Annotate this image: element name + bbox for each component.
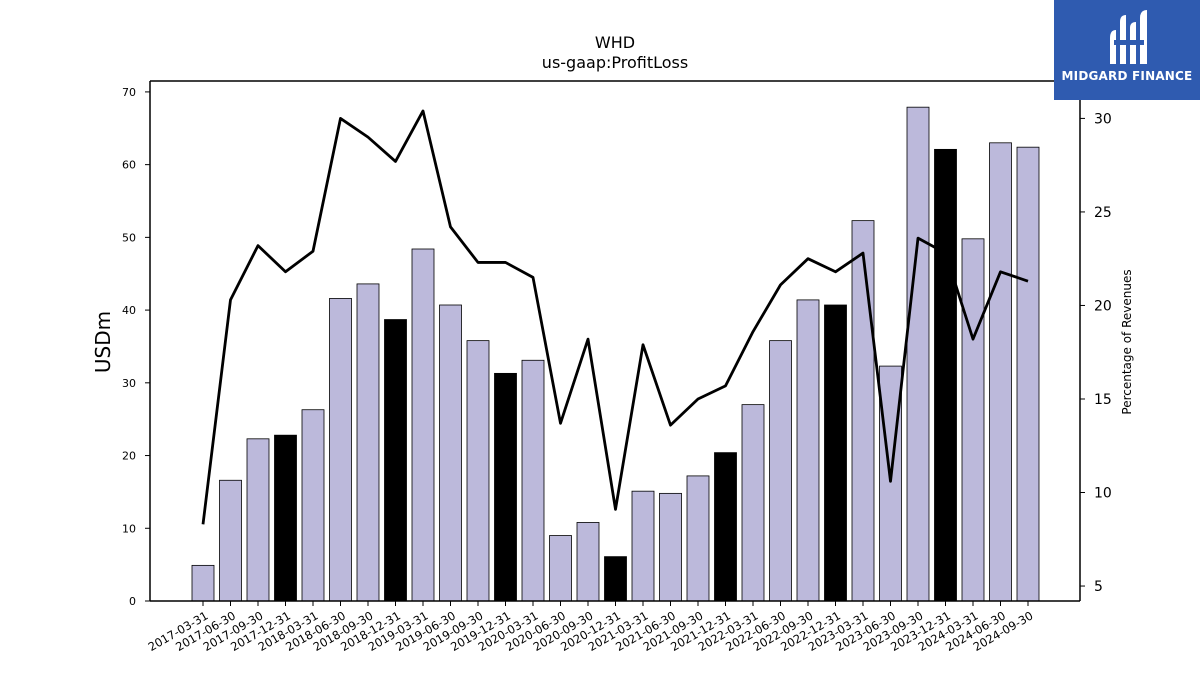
bar: [769, 340, 792, 602]
bar: [384, 319, 407, 602]
y-tick-label: 10: [122, 522, 136, 535]
bar: [301, 409, 325, 602]
bar: [824, 304, 847, 602]
y2-tick-label: 15: [1094, 392, 1112, 408]
y-tick-label: 60: [122, 159, 136, 172]
bar: [961, 238, 985, 602]
midgard-finance-logo: MIDGARD FINANCE: [1054, 0, 1200, 100]
bar: [329, 298, 352, 602]
bar: [494, 372, 517, 602]
y-axis-label: USDm: [91, 311, 115, 373]
chart-subtitle: us-gaap:ProfitLoss: [542, 53, 688, 72]
y-tick-label: 50: [122, 231, 136, 244]
bar: [906, 106, 930, 602]
y-tick-label: 70: [122, 86, 136, 99]
y2-tick-label: 25: [1094, 205, 1112, 221]
bar: [659, 492, 682, 602]
bar: [219, 479, 242, 602]
y-tick-label: 40: [122, 304, 136, 317]
y2-tick-label: 10: [1094, 486, 1112, 502]
bar: [439, 304, 462, 602]
bar: [1016, 146, 1040, 602]
y-tick-label: 0: [129, 595, 136, 608]
y-tick-label: 30: [122, 377, 136, 390]
bar: [989, 142, 1012, 602]
logo-text: MIDGARD FINANCE: [1061, 69, 1193, 83]
bar: [191, 564, 215, 602]
bar: [934, 148, 957, 602]
bar: [604, 556, 627, 602]
bar: [631, 490, 655, 602]
bar: [796, 299, 820, 602]
y2-tick-label: 20: [1094, 298, 1112, 314]
bar: [576, 522, 600, 602]
bar: [686, 475, 710, 602]
y2-axis-label: Percentage of Revenues: [1120, 269, 1134, 414]
bar: [246, 438, 270, 602]
bar: [521, 359, 545, 602]
chart-title: WHD: [595, 33, 635, 52]
bar: [411, 248, 435, 602]
bar: [466, 340, 490, 602]
y2-tick-label: 30: [1094, 111, 1112, 127]
bar: [356, 283, 380, 602]
bar: [741, 404, 765, 602]
line-series: [201, 109, 1029, 525]
bar: [549, 535, 572, 602]
y2-tick-label: 5: [1094, 579, 1103, 595]
bar: [274, 434, 297, 602]
midgard-logo-icon: [1110, 10, 1147, 64]
bar: [851, 220, 875, 602]
y-tick-label: 20: [122, 450, 136, 463]
bar: [714, 452, 737, 602]
